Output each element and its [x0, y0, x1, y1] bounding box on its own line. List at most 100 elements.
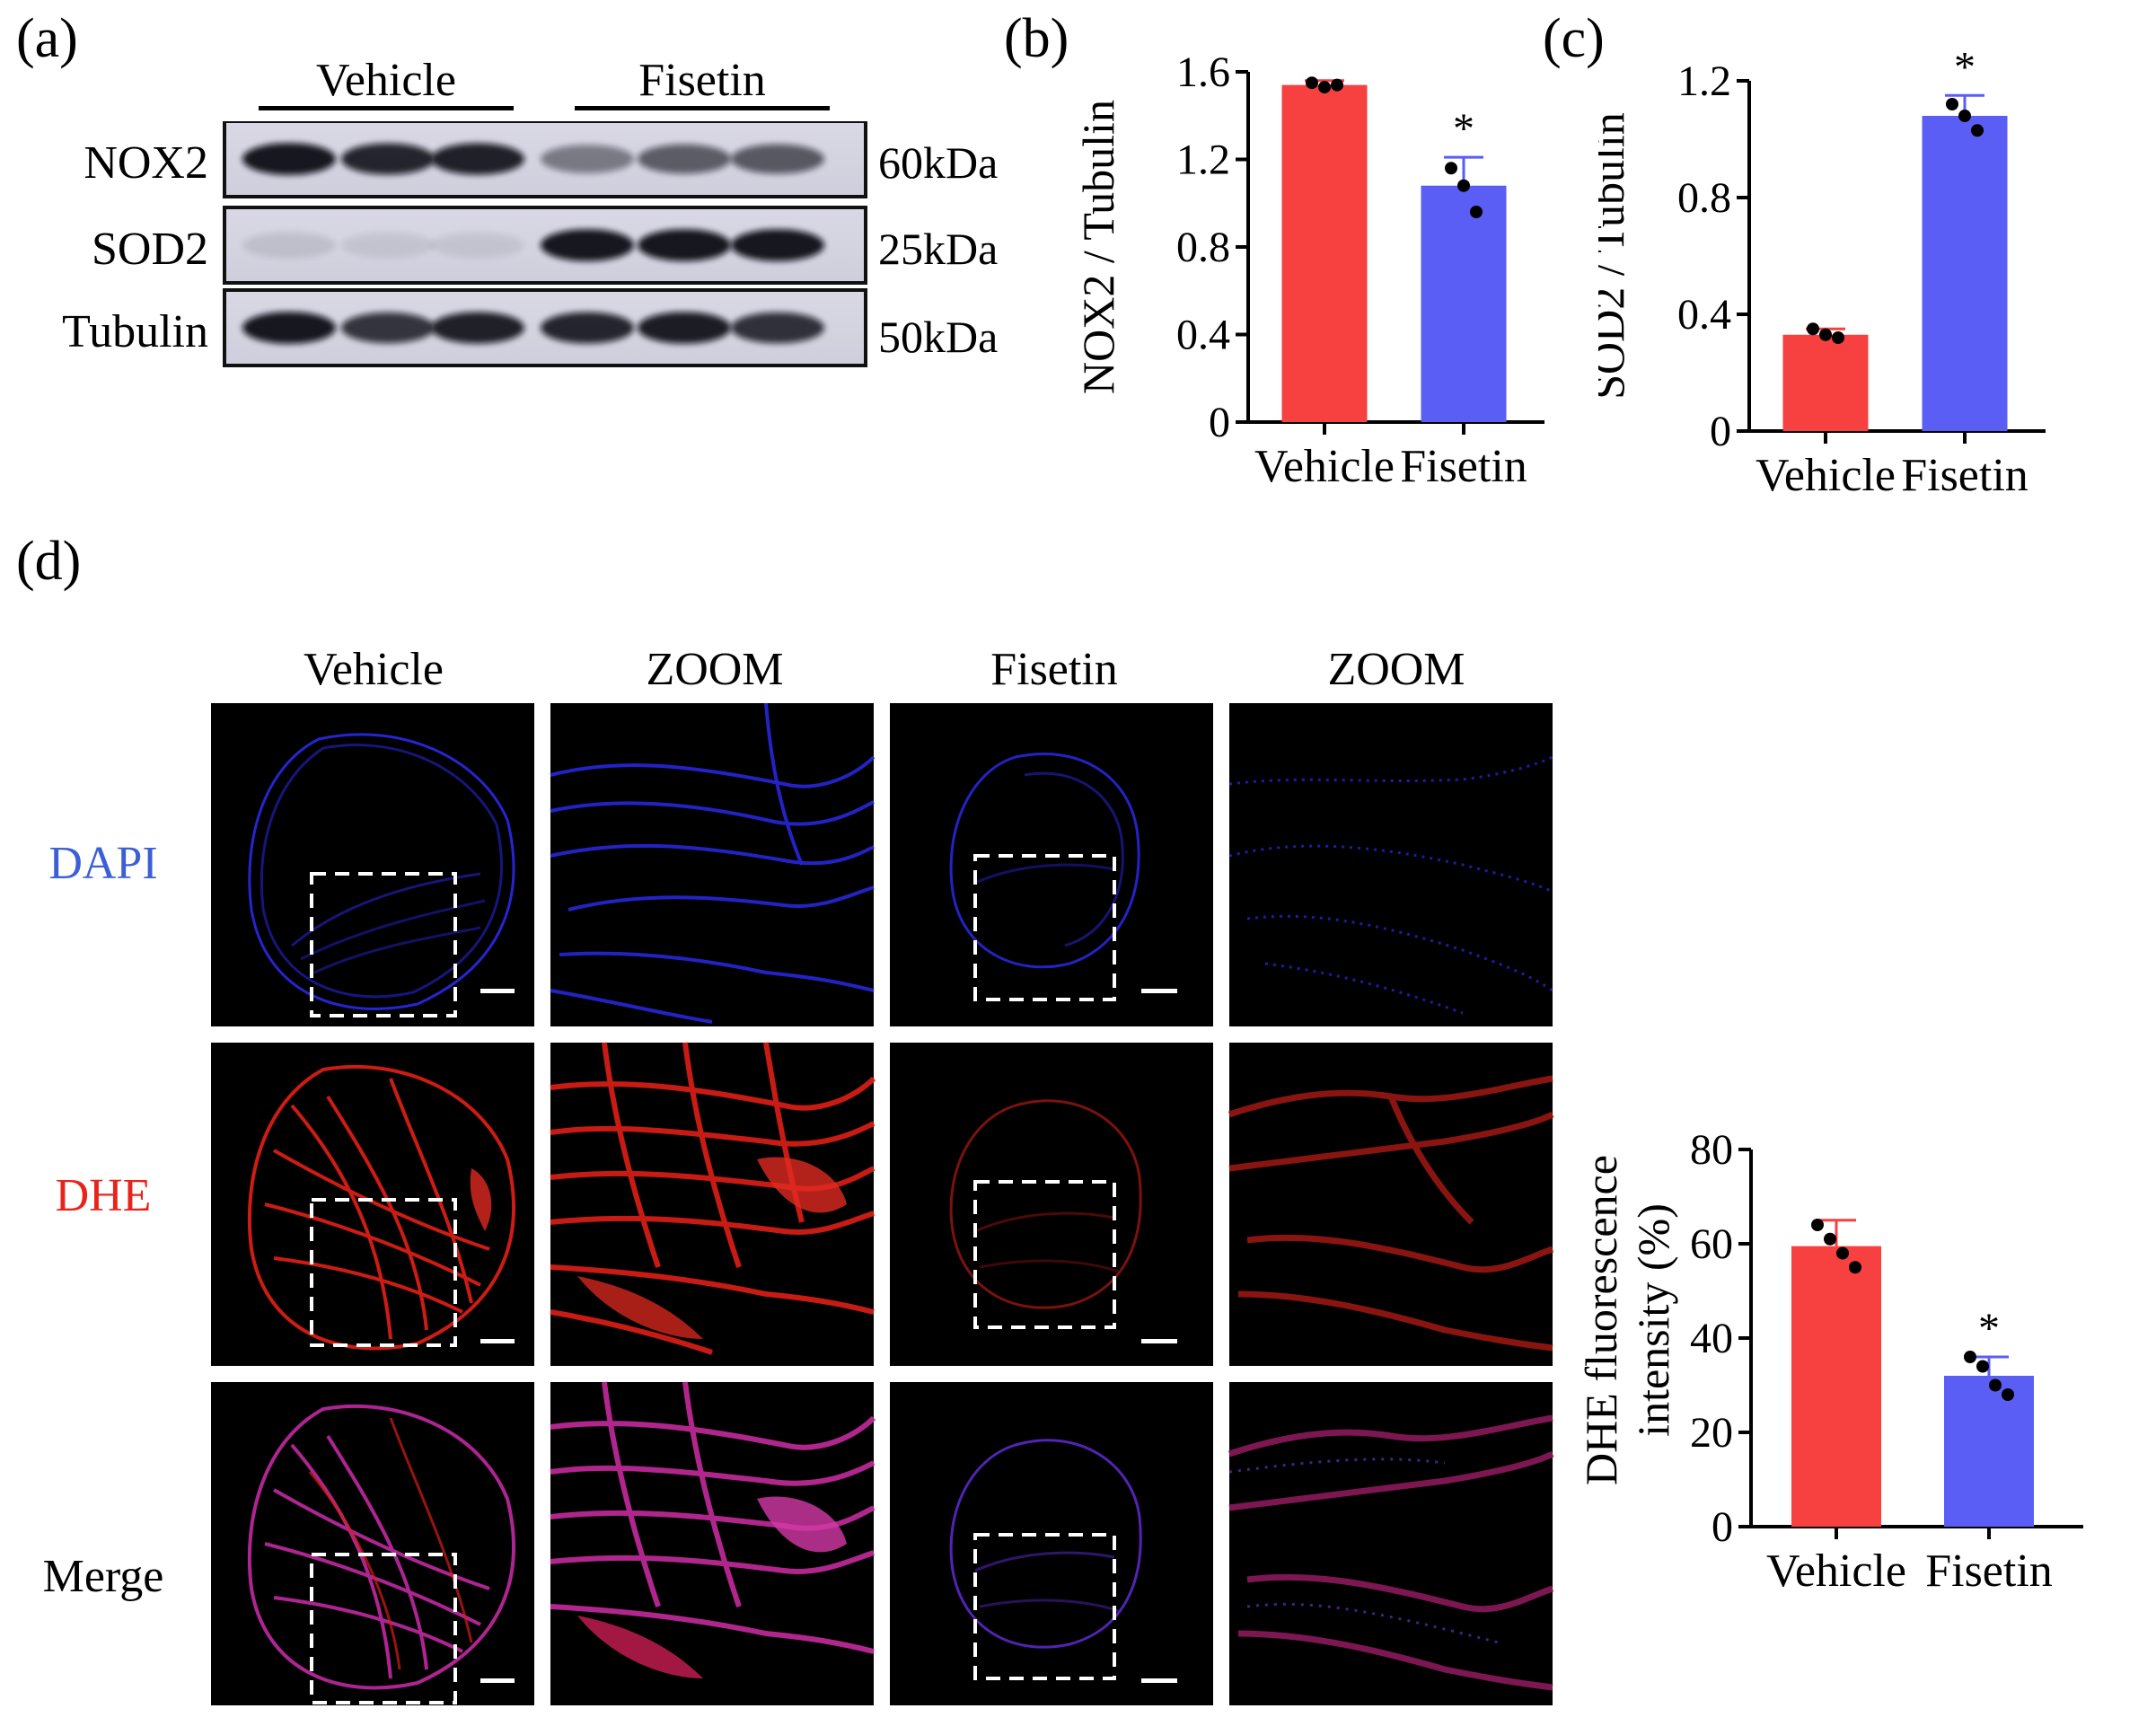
- row-label-merge: Merge: [42, 1551, 164, 1602]
- image-merge-fisetin: [890, 1382, 1213, 1705]
- chart-b-point-0-0: [1306, 76, 1318, 90]
- chart-d-point-1-3: [2002, 1388, 2014, 1401]
- blot-band-nox2-lane-6: [731, 144, 824, 174]
- col-header-vehicle: Vehicle: [304, 644, 444, 695]
- blot-band-tubulin-lane-2: [341, 312, 435, 344]
- chart-b-ytick-label-1: 0.4: [1176, 312, 1230, 359]
- chart-b-category-0: Vehicle: [1254, 441, 1395, 492]
- chart-d-ytick-label-3: 60: [1690, 1220, 1733, 1268]
- western-blot: Vehicle Fisetin NOX2 SOD2 Tubulin 60kDa …: [0, 0, 1042, 395]
- image-merge-vehicle-zoom: [550, 1381, 876, 1705]
- blot-group-vehicle-line: [259, 106, 514, 110]
- chart-d-point-0-2: [1836, 1246, 1849, 1260]
- chart-c: 0 0.4 0.8 1.2 Vehicle * Fisetin SOD2 / Tubulin: [1598, 43, 2046, 501]
- blot-band-sod2-lane-5: [638, 229, 731, 261]
- chart-b-bar-1: [1421, 185, 1507, 422]
- chart-d-ytick-label-1: 20: [1690, 1409, 1733, 1457]
- chart-c-category-0: Vehicle: [1756, 450, 1896, 501]
- chart-d-point-0-3: [1849, 1261, 1861, 1274]
- chart-d-point-1-2: [1989, 1378, 2002, 1392]
- chart-d: 0 20 40 60 80 Vehicle * Fisetin DHE fluorescence…: [1576, 1126, 2083, 1597]
- band-kda-sod2: 25kDa: [878, 224, 999, 274]
- chart-b-ytick-label-3: 1.2: [1176, 137, 1230, 184]
- chart-d-point-1-0: [1964, 1351, 1976, 1363]
- panel-c-label: (c): [1543, 8, 1605, 69]
- blot-band-sod2-lane-1: [242, 232, 336, 259]
- chart-c-sig-1: *: [1954, 43, 1976, 91]
- blot-band-sod2-lane-3: [431, 232, 524, 259]
- band-label-tubulin: Tubulin: [62, 306, 208, 357]
- blot-strips: [223, 121, 867, 367]
- panel-a-label: (a): [16, 8, 78, 69]
- blot-band-sod2-lane-4: [541, 229, 634, 261]
- blot-band-tubulin-lane-5: [638, 312, 731, 344]
- col-header-zoom-1: ZOOM: [646, 644, 784, 695]
- chart-d-ylabel-line-1: intensity (%): [1628, 1203, 1678, 1437]
- chart-b-ytick-label-2: 0.8: [1176, 224, 1230, 271]
- band-kda-tubulin: 50kDa: [878, 312, 999, 362]
- chart-c-ytick-label-1: 0.4: [1677, 291, 1731, 339]
- image-dhe-vehicle-zoom: [550, 1042, 876, 1366]
- image-merge-fisetin-zoom: [1228, 1382, 1554, 1705]
- blot-band-sod2-lane-2: [341, 232, 435, 259]
- chart-c-point-0-2: [1832, 331, 1844, 344]
- band-label-sod2: SOD2: [91, 224, 208, 275]
- image-merge-vehicle: [211, 1382, 534, 1705]
- chart-b-point-0-1: [1318, 81, 1331, 94]
- chart-d-bar-1: [1944, 1376, 2034, 1527]
- col-header-zoom-2: ZOOM: [1327, 644, 1465, 695]
- chart-c-point-1-1: [1958, 110, 1971, 122]
- panel-d-label: (d): [16, 531, 82, 592]
- chart-d-category-1: Fisetin: [1925, 1546, 2053, 1597]
- chart-c-ytick-label-0: 0: [1710, 408, 1731, 455]
- chart-c-point-0-1: [1819, 328, 1832, 341]
- chart-d-point-1-1: [1976, 1360, 1989, 1373]
- chart-d-sig-1: *: [1978, 1305, 2000, 1352]
- blot-band-nox2-lane-3: [431, 143, 524, 175]
- image-dapi-vehicle-zoom: [550, 702, 876, 1026]
- row-label-dhe: DHE: [55, 1170, 152, 1221]
- chart-d-ylabel-line-0: DHE fluorescence: [1576, 1155, 1626, 1485]
- image-dapi-fisetin: [890, 703, 1213, 1026]
- chart-d-point-0-1: [1824, 1232, 1836, 1246]
- blot-band-tubulin-lane-3: [431, 312, 524, 344]
- image-dhe-fisetin: [890, 1043, 1213, 1366]
- blot-band-tubulin-lane-4: [541, 312, 634, 344]
- row-label-dapi: DAPI: [48, 838, 158, 889]
- chart-b-ylabel: NOX2 / Tubulin: [1078, 100, 1123, 394]
- chart-b-ytick-label-4: 1.6: [1176, 48, 1230, 96]
- blot-band-nox2-lane-4: [541, 145, 634, 173]
- chart-d-ytick-label-2: 40: [1690, 1315, 1733, 1362]
- image-dapi-vehicle: [211, 703, 534, 1026]
- chart-d-ytick-label-4: 80: [1690, 1126, 1733, 1174]
- blot-group-fisetin-line: [575, 106, 830, 110]
- panel-b-label: (b): [1004, 8, 1069, 69]
- chart-d-category-0: Vehicle: [1766, 1546, 1906, 1597]
- chart-c-ytick-label-2: 0.8: [1677, 174, 1731, 222]
- chart-b-point-1-1: [1457, 179, 1470, 192]
- blot-group-vehicle: Vehicle: [316, 55, 456, 106]
- chart-b-point-1-2: [1470, 206, 1483, 218]
- blot-band-nox2-lane-2: [341, 143, 435, 175]
- chart-b: 0 0.4 0.8 1.2 1.6 Vehicle * Fisetin NOX2 / Tubul…: [1078, 48, 1544, 492]
- chart-b-point-0-2: [1331, 78, 1343, 92]
- blot-band-sod2-lane-6: [731, 229, 824, 261]
- col-header-fisetin: Fisetin: [990, 644, 1118, 695]
- blot-band-tubulin-lane-6: [731, 312, 824, 344]
- image-dhe-fisetin-zoom: [1228, 1043, 1554, 1366]
- image-dapi-fisetin-zoom: [1228, 703, 1553, 1026]
- chart-b-bar-0: [1281, 84, 1368, 422]
- micrograph-grid: [211, 702, 1554, 1705]
- chart-b-ytick-label-0: 0: [1209, 399, 1230, 446]
- band-label-nox2: NOX2: [84, 137, 208, 189]
- blot-band-nox2-lane-1: [242, 143, 336, 175]
- chart-b-sig-1: *: [1453, 105, 1474, 153]
- chart-d-bar-0: [1791, 1246, 1881, 1527]
- chart-b-category-1: Fisetin: [1400, 441, 1527, 492]
- chart-c-bar-1: [1922, 116, 2008, 431]
- chart-c-ytick-label-3: 1.2: [1677, 57, 1731, 105]
- image-dhe-vehicle: [211, 1043, 534, 1366]
- chart-d-point-0-0: [1811, 1219, 1824, 1231]
- chart-c-ylabel: SOD2 / Tubulin: [1598, 112, 1633, 400]
- chart-d-ytick-label-0: 0: [1712, 1503, 1733, 1551]
